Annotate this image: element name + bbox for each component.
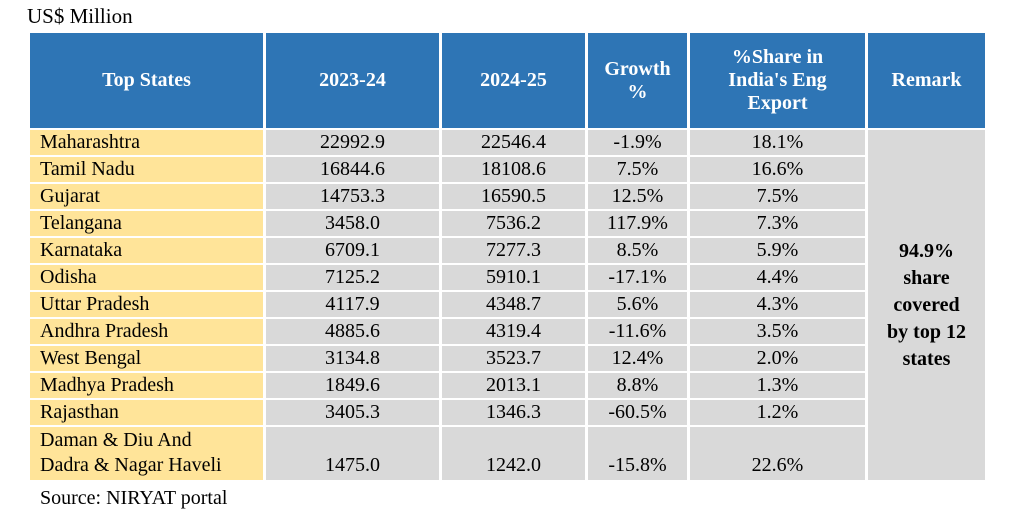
share-value-cell: 2.0%	[687, 344, 868, 373]
col-header-remark: Remark	[865, 31, 988, 130]
fy2023-24-value-cell: 3458.0	[263, 209, 442, 238]
fy2024-25-value-cell: 22546.4	[439, 128, 588, 157]
share-value-cell: 1.2%	[687, 398, 868, 427]
growth-value-cell: -17.1%	[585, 263, 690, 292]
share-value-cell: 16.6%	[687, 155, 868, 184]
share-value-cell: 5.9%	[687, 236, 868, 265]
col-header-2023-24: 2023-24	[263, 31, 442, 130]
state-name-cell: Uttar Pradesh	[27, 290, 266, 319]
table-row: Uttar Pradesh 4117.9 4348.7 5.6% 4.3%	[27, 290, 987, 319]
share-value-cell: 4.4%	[687, 263, 868, 292]
state-name-cell: Odisha	[27, 263, 266, 292]
fy2023-24-value-cell: 1475.0	[263, 425, 442, 482]
fy2023-24-value-cell: 3134.8	[263, 344, 442, 373]
growth-value-cell: -1.9%	[585, 128, 690, 157]
share-value-cell: 7.5%	[687, 182, 868, 211]
growth-value-cell: 12.4%	[585, 344, 690, 373]
growth-value-cell: -15.8%	[585, 425, 690, 482]
fy2023-24-value-cell: 6709.1	[263, 236, 442, 265]
table-row: West Bengal 3134.8 3523.7 12.4% 2.0%	[27, 344, 987, 373]
fy2023-24-value-cell: 16844.6	[263, 155, 442, 184]
state-name-cell: Tamil Nadu	[27, 155, 266, 184]
fy2024-25-value-cell: 5910.1	[439, 263, 588, 292]
fy2023-24-value-cell: 22992.9	[263, 128, 442, 157]
growth-value-cell: 8.5%	[585, 236, 690, 265]
col-header-growth: Growth %	[585, 31, 690, 130]
share-value-cell: 4.3%	[687, 290, 868, 319]
col-header-share: %Share in India's Eng Export	[687, 31, 868, 130]
table-body: Maharashtra 22992.9 22546.4 -1.9% 18.1% …	[27, 128, 988, 482]
fy2024-25-value-cell: 18108.6	[439, 155, 588, 184]
table-row: Karnataka 6709.1 7277.3 8.5% 5.9%	[27, 236, 987, 265]
remark-cell: 94.9% share covered by top 12 states	[865, 128, 988, 482]
share-value-cell: 3.5%	[687, 317, 868, 346]
fy2024-25-value-cell: 4319.4	[439, 317, 588, 346]
growth-value-cell: 117.9%	[585, 209, 690, 238]
col-header-2024-25: 2024-25	[439, 31, 588, 130]
share-value-cell: 18.1%	[687, 128, 868, 157]
table-row: Odisha 7125.2 5910.1 -17.1% 4.4%	[27, 263, 987, 292]
share-value-cell: 1.3%	[687, 371, 868, 400]
table-row: Rajasthan 3405.3 1346.3 -60.5% 1.2%	[27, 398, 987, 427]
growth-value-cell: 8.8%	[585, 371, 690, 400]
state-name-cell: Gujarat	[27, 182, 266, 211]
share-value-cell: 7.3%	[687, 209, 868, 238]
fy2024-25-value-cell: 16590.5	[439, 182, 588, 211]
state-name-cell: Karnataka	[27, 236, 266, 265]
header-row: Top States 2023-24 2024-25 Growth % %Sha…	[27, 31, 988, 130]
fy2023-24-value-cell: 4885.6	[263, 317, 442, 346]
fy2024-25-value-cell: 7536.2	[439, 209, 588, 238]
fy2023-24-value-cell: 4117.9	[263, 290, 442, 319]
state-name-cell: Maharashtra	[27, 128, 266, 157]
fy2024-25-value-cell: 3523.7	[439, 344, 588, 373]
fy2023-24-value-cell: 14753.3	[263, 182, 442, 211]
fy2024-25-value-cell: 2013.1	[439, 371, 588, 400]
table-header: Top States 2023-24 2024-25 Growth % %Sha…	[27, 31, 988, 130]
growth-value-cell: -60.5%	[585, 398, 690, 427]
table-row: Gujarat 14753.3 16590.5 12.5% 7.5%	[27, 182, 987, 211]
state-name-cell: West Bengal	[27, 344, 266, 373]
table-row: Telangana 3458.0 7536.2 117.9% 7.3%	[27, 209, 987, 238]
fy2023-24-value-cell: 7125.2	[263, 263, 442, 292]
state-name-cell: Andhra Pradesh	[27, 317, 266, 346]
fy2024-25-value-cell: 1346.3	[439, 398, 588, 427]
fy2023-24-value-cell: 1849.6	[263, 371, 442, 400]
units-title: US$ Million	[27, 4, 133, 28]
share-value-cell: 22.6%	[687, 425, 868, 482]
table-row: Daman & Diu And Dadra & Nagar Haveli 147…	[27, 425, 987, 482]
state-name-cell: Telangana	[27, 209, 266, 238]
col-header-top-states: Top States	[27, 31, 266, 130]
state-name-cell: Rajasthan	[27, 398, 266, 427]
growth-value-cell: 7.5%	[585, 155, 690, 184]
fy2023-24-value-cell: 3405.3	[263, 398, 442, 427]
states-export-table: Top States 2023-24 2024-25 Growth % %Sha…	[27, 31, 988, 482]
source-note: Source: NIRYAT portal	[40, 487, 228, 509]
growth-value-cell: -11.6%	[585, 317, 690, 346]
table-row: Andhra Pradesh 4885.6 4319.4 -11.6% 3.5%	[27, 317, 987, 346]
fy2024-25-value-cell: 4348.7	[439, 290, 588, 319]
growth-value-cell: 12.5%	[585, 182, 690, 211]
fy2024-25-value-cell: 7277.3	[439, 236, 588, 265]
growth-value-cell: 5.6%	[585, 290, 690, 319]
table-row: Madhya Pradesh 1849.6 2013.1 8.8% 1.3%	[27, 371, 987, 400]
state-name-cell: Daman & Diu And Dadra & Nagar Haveli	[27, 425, 266, 482]
table-row: Maharashtra 22992.9 22546.4 -1.9% 18.1% …	[27, 128, 988, 482]
fy2024-25-value-cell: 1242.0	[439, 425, 588, 482]
table-row: Tamil Nadu 16844.6 18108.6 7.5% 16.6%	[27, 155, 987, 184]
state-name-cell: Madhya Pradesh	[27, 371, 266, 400]
